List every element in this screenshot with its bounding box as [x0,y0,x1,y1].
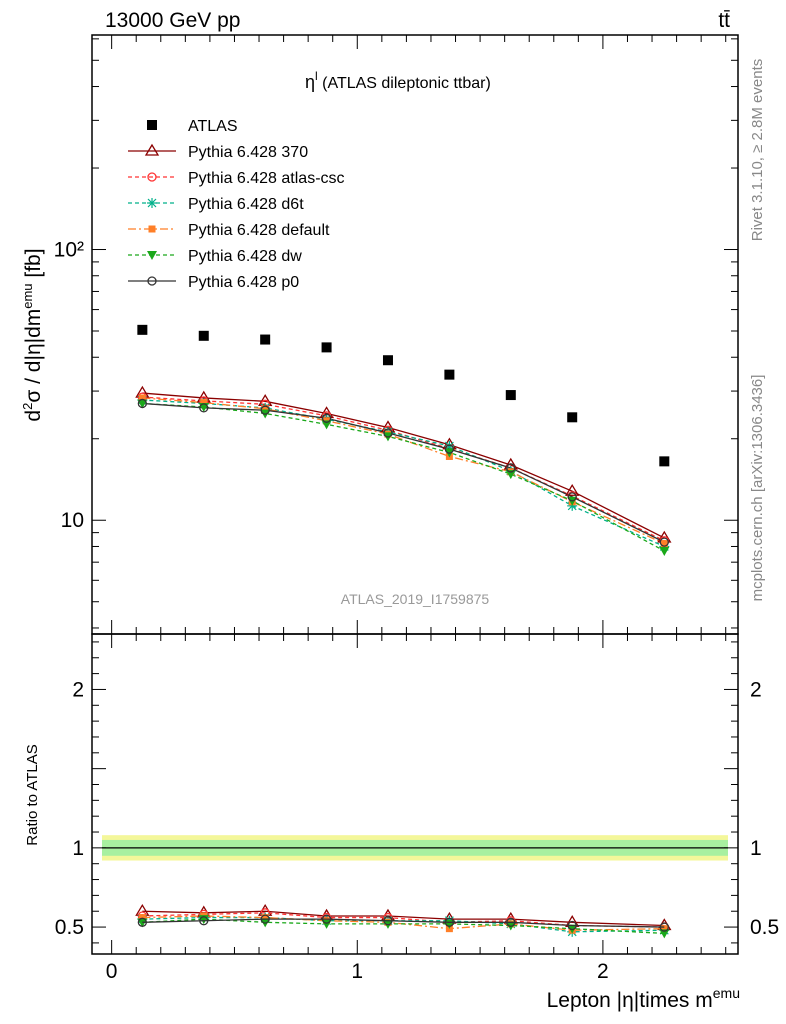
ratio-y-tick-label: 1 [72,837,84,860]
mc-data-point [137,399,148,409]
legend-entry-label: ATLAS [188,118,238,135]
ratio-y-axis-label: Ratio to ATLAS [24,744,41,845]
ratio-frame [91,633,739,955]
atlas-data-point [567,412,578,423]
ratio-y-tick-label: 2 [72,678,84,701]
ratio-data-point [321,914,332,924]
legend-entry-label: Pythia 6.428 atlas-csc [188,170,345,187]
main-series-line [142,397,665,545]
mc-data-point [321,420,332,430]
atlas-data-point [137,324,148,335]
ratio-series-line [142,918,665,928]
analysis-watermark: ATLAS_2019_I1759875 [341,591,490,607]
legend-marker [148,225,156,233]
ratio-data-point [567,920,577,931]
ratio-data-point [659,922,669,932]
ratio-data-point [261,914,269,922]
main-series-line [142,399,665,548]
x-tick-label: 2 [597,960,609,983]
mc-data-point [199,403,209,413]
rivet-version-label: Rivet 3.1.10, ≥ 2.8M events [749,59,766,242]
ratio-data-point [660,925,668,933]
header-right-label: tt̄ [718,9,730,32]
ratio-data-point [659,929,670,939]
x-tick-label: 1 [351,960,363,983]
ratio-data-point [260,914,270,924]
legend-marker [144,143,160,156]
ratio-y-tick-label: 0.5 [55,916,84,939]
legend-marker-stroke [147,198,157,208]
main-y-axis-label: d2σ / d|η|dmemu [fb] [20,248,45,421]
legend-marker [147,276,157,286]
main-series-line [142,392,665,539]
atlas-data-point [659,456,670,467]
ratio-data-point [506,917,516,927]
mc-data-point [567,492,577,502]
ratio-reference-band [102,835,728,861]
ratio-data-point [444,917,455,927]
atlas-data-point [444,369,455,380]
main-series-line [142,402,665,552]
ratio-data-point [199,916,209,926]
mc-data-point [565,483,580,496]
mc-data-point [261,405,269,413]
ratio-panel: 0 1 2 0.5 0.5 1 1 2 2 Ratio to ATLAS Lepton |η|t… [24,633,779,1012]
atlas-data-point [260,334,271,345]
legend-entry-label: Pythia 6.428 370 [188,144,308,161]
legend-entry-label: Pythia 6.428 p0 [188,274,299,291]
atlas-data-point [198,330,209,341]
ratio-y-tick-label-right: 0.5 [750,916,779,939]
main-axis-ticks: 10 10² [54,35,738,634]
x-tick-label: 0 [106,960,118,983]
ratio-data-point [383,916,393,926]
atlas-data-point [505,390,516,401]
mc-data-point [506,463,516,473]
atlas-data-point [382,355,393,366]
ratio-data-point [137,918,148,928]
legend-marker [147,172,157,182]
mc-data-point [659,546,670,556]
mc-data-point [200,399,208,407]
legend-marker [147,198,157,208]
main-series-line [142,402,665,543]
legend: ATLAS Pythia 6.428 370 Pythia 6.428 atlas-… [128,118,345,291]
legend-marker [147,120,157,130]
ratio-data-point [138,914,146,922]
mc-data-point [321,413,332,423]
x-axis-label: Lepton |η|times memu [547,985,740,1012]
ratio-data-point [137,917,148,927]
ratio-data-point [135,903,150,916]
mc-data-point [137,398,148,409]
ratio-y-tick-label-right: 2 [750,678,762,701]
legend-entry-label: Pythia 6.428 dw [188,248,302,265]
legend-entry-label: Pythia 6.428 d6t [188,196,304,213]
ratio-axis-ticks: 0 1 2 0.5 0.5 1 1 2 2 [55,634,779,983]
legend-marker [147,251,157,260]
main-y-tick-label: 10 [61,509,84,532]
mc-data-point [138,394,146,402]
mc-data-point [505,470,516,480]
atlas-data-point [321,342,332,353]
main-y-tick-label: 10² [54,239,84,262]
mc-data-point [383,428,393,438]
mc-data-point [660,540,668,548]
mc-data-point [260,405,270,415]
header-left-label: 13000 GeV pp [105,9,240,32]
mcplots-reference-label: mcplots.cern.ch [arXiv:1306.3436] [749,375,766,602]
ratio-series-group [135,903,672,939]
ratio-y-tick-label-right: 1 [750,837,762,860]
main-panel: 10 10² ηl (ATLAS dileptonic ttbar) ATLAS_… [20,34,739,635]
mc-data-point [444,444,455,454]
legend-entry-label: Pythia 6.428 default [188,222,330,239]
plot-title: ηl (ATLAS dileptonic ttbar) [305,69,491,92]
main-series-line [142,396,665,542]
mc-data-point [659,537,669,547]
main-series-group [135,324,672,556]
